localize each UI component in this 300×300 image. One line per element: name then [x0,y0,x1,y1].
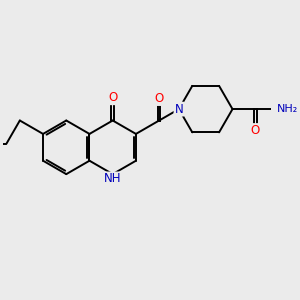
Text: O: O [251,124,260,137]
Text: N: N [175,103,183,116]
Text: O: O [154,92,164,105]
Text: O: O [108,91,117,104]
Text: NH₂: NH₂ [277,104,298,114]
Text: NH: NH [104,172,122,185]
